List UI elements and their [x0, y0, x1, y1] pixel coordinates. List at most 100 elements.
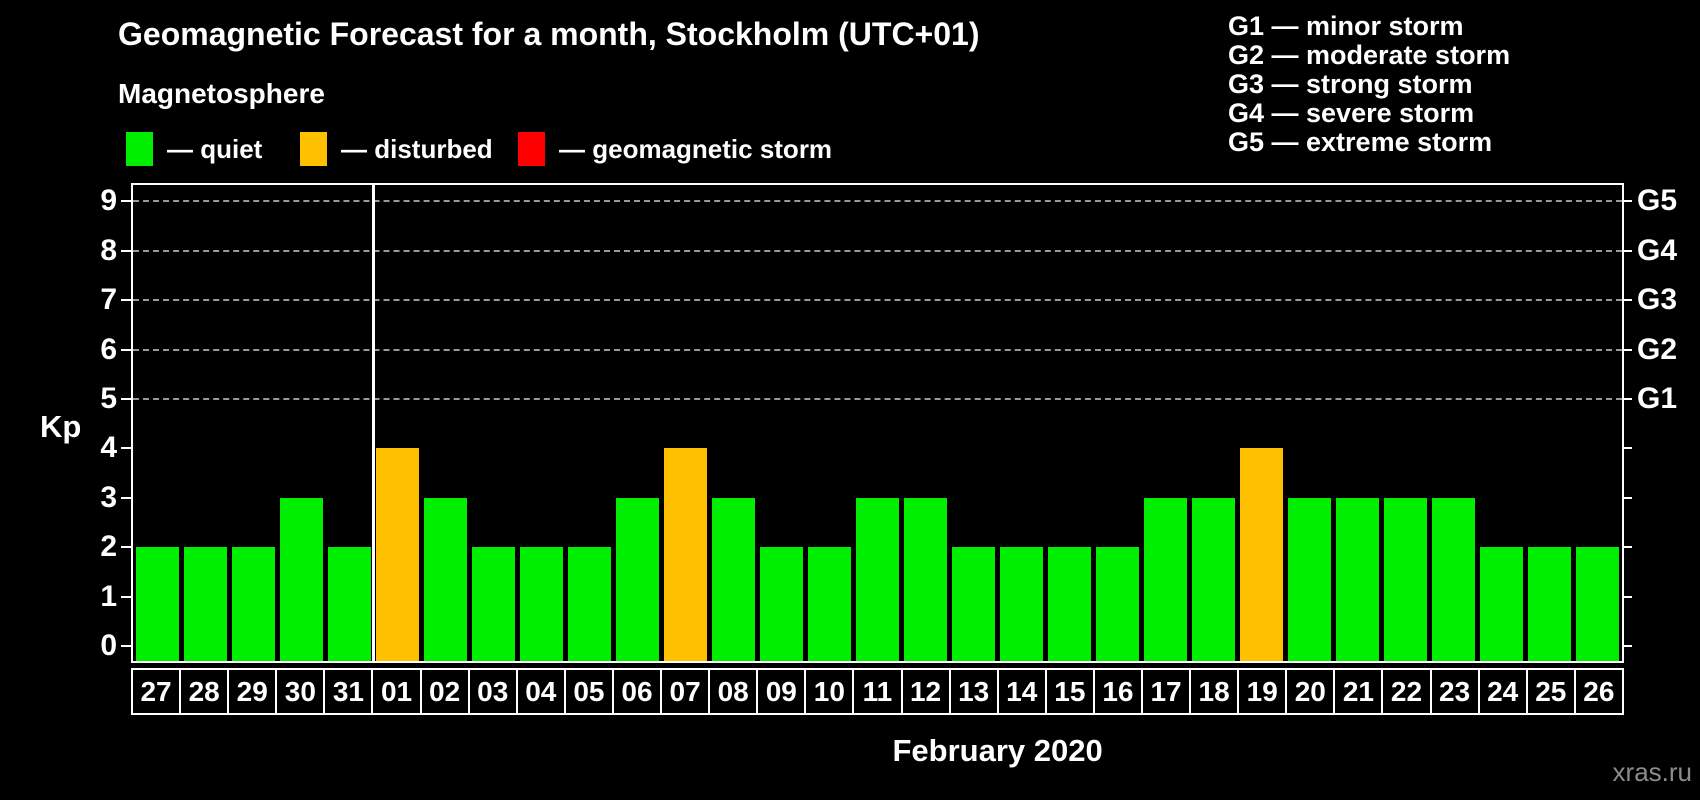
- y-axis-title: Kp: [40, 409, 82, 444]
- day-label-19: 19: [1237, 668, 1288, 715]
- watermark: xras.ru: [1612, 757, 1692, 787]
- y-tick-left-6: [121, 348, 131, 351]
- bar-day-22: [1384, 497, 1428, 661]
- g-axis-label-G1: G1: [1637, 382, 1678, 415]
- g-legend-line-1: G1 — minor storm: [1228, 11, 1464, 41]
- y-tick-label-2: 2: [100, 530, 117, 564]
- day-label-11: 11: [852, 668, 903, 715]
- legend-label-quiet: — quiet: [167, 133, 263, 164]
- legend-item-quiet: — quiet: [126, 131, 262, 167]
- day-label-08: 08: [708, 668, 759, 715]
- day-label-31: 31: [323, 668, 374, 715]
- month-separator-line: [371, 185, 375, 661]
- gridline-kp-5: [133, 398, 1622, 400]
- day-label-28: 28: [179, 668, 230, 715]
- y-tick-left-3: [121, 496, 131, 499]
- y-tick-label-3: 3: [100, 480, 117, 514]
- day-label-14: 14: [996, 668, 1047, 715]
- x-axis-day-labels: 27 28 29 30 31 01 02 03 04 05 06 07 08 09 10 11 12 13 14 15…: [131, 668, 1624, 715]
- bar-day-25: [1528, 547, 1572, 661]
- y-tick-left-2: [121, 546, 131, 549]
- gridline-kp-7: [133, 299, 1622, 302]
- bar-day-24: [1480, 547, 1524, 661]
- y-tick-label-5: 5: [100, 382, 117, 415]
- y-tick-right-4: [1622, 447, 1632, 450]
- day-label-07: 07: [660, 668, 711, 715]
- bar-day-17: [1144, 497, 1188, 661]
- bar-day-21: [1336, 497, 1380, 661]
- bar-day-02: [423, 497, 467, 661]
- day-label-30: 30: [275, 668, 326, 715]
- day-label-04: 04: [515, 668, 566, 715]
- y-tick-right-9: [1622, 200, 1632, 203]
- g-scale-legend: G1 — minor storm G2 — moderate storm G3 — …: [1228, 12, 1510, 157]
- bar-day-18: [1192, 497, 1236, 661]
- day-label-17: 17: [1140, 668, 1192, 715]
- day-label-02: 02: [419, 668, 470, 715]
- day-label-09: 09: [756, 668, 807, 715]
- y-tick-right-2: [1622, 546, 1632, 549]
- y-tick-right-6: [1622, 348, 1632, 351]
- bar-day-12: [904, 497, 948, 661]
- day-label-27: 27: [131, 668, 182, 715]
- y-tick-right-3: [1622, 496, 1632, 499]
- bar-day-11: [856, 497, 899, 661]
- legend-label-disturbed: — disturbed: [341, 133, 493, 164]
- day-label-15: 15: [1044, 668, 1095, 715]
- bar-day-07: [663, 448, 707, 661]
- legend-swatch-disturbed: [300, 132, 327, 166]
- bar-day-20: [1288, 497, 1332, 661]
- g-legend-line-5: G5 — extreme storm: [1228, 127, 1493, 157]
- bar-day-28: [183, 547, 227, 661]
- bar-day-06: [615, 497, 659, 661]
- y-tick-right-5: [1622, 398, 1632, 400]
- y-tick-label-6: 6: [100, 332, 117, 366]
- plot-area: 0 1 2 3 4 5 6 7 8 9 G1 G2 G3 G4 G5: [100, 183, 1677, 663]
- y-tick-left-4: [121, 447, 131, 450]
- y-tick-label-7: 7: [100, 283, 117, 317]
- bar-day-03: [471, 547, 515, 661]
- bar-day-13: [952, 547, 996, 661]
- g-axis-label-G2: G2: [1637, 332, 1678, 366]
- y-tick-label-4: 4: [100, 431, 117, 465]
- bar-day-09: [759, 547, 803, 661]
- bar-day-10: [807, 547, 851, 661]
- g-legend-line-2: G2 — moderate storm: [1228, 40, 1511, 70]
- legend-item-storm: — geomagnetic storm: [518, 131, 832, 167]
- day-label-01: 01: [371, 668, 422, 715]
- gridline-kp-9: [133, 200, 1622, 203]
- day-label-05: 05: [563, 668, 614, 715]
- day-label-18: 18: [1189, 668, 1240, 715]
- y-tick-left-9: [121, 200, 131, 203]
- day-label-29: 29: [227, 668, 278, 715]
- legend-swatch-storm: [518, 132, 545, 166]
- x-axis-title: February 2020: [892, 733, 1103, 768]
- gridline-kp-8: [133, 249, 1622, 252]
- day-label-16: 16: [1092, 668, 1143, 715]
- y-tick-left-0: [121, 645, 131, 647]
- y-tick-label-9: 9: [100, 184, 117, 218]
- y-tick-right-7: [1622, 299, 1632, 302]
- bar-day-29: [231, 547, 275, 661]
- day-label-26: 26: [1573, 668, 1624, 715]
- bar-day-27: [135, 547, 179, 661]
- bar-day-16: [1096, 547, 1140, 661]
- day-label-24: 24: [1477, 668, 1528, 715]
- day-label-06: 06: [611, 668, 663, 715]
- g-axis-label-G3: G3: [1637, 283, 1678, 317]
- y-tick-left-7: [121, 299, 131, 302]
- legend-swatch-quiet: [126, 132, 153, 166]
- day-label-21: 21: [1333, 668, 1384, 715]
- bar-day-14: [1000, 547, 1044, 661]
- bar-day-15: [1048, 547, 1092, 661]
- day-label-12: 12: [900, 668, 951, 715]
- bar-day-01: [375, 448, 419, 661]
- day-label-22: 22: [1381, 668, 1432, 715]
- bar-day-23: [1432, 497, 1476, 661]
- y-tick-label-8: 8: [100, 233, 117, 267]
- bar-day-05: [567, 547, 611, 661]
- legend-item-disturbed: — disturbed: [300, 131, 493, 167]
- legend-label-storm: — geomagnetic storm: [559, 133, 833, 164]
- bar-day-19: [1240, 448, 1284, 661]
